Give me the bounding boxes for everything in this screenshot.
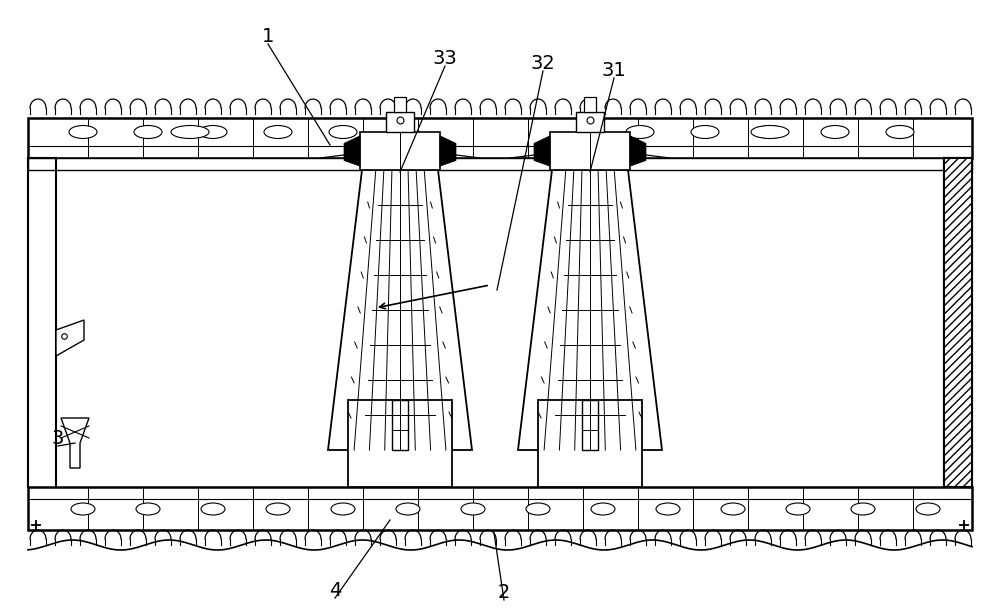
Ellipse shape — [691, 125, 719, 138]
Bar — [28, 158, 972, 170]
Ellipse shape — [171, 125, 209, 138]
Bar — [550, 132, 630, 170]
Bar — [28, 487, 972, 530]
Bar — [944, 158, 972, 487]
Polygon shape — [61, 418, 89, 468]
Polygon shape — [518, 170, 662, 450]
Polygon shape — [630, 136, 646, 166]
Ellipse shape — [821, 125, 849, 138]
Bar — [538, 400, 642, 487]
Ellipse shape — [591, 503, 615, 515]
Text: 3: 3 — [52, 429, 64, 448]
Bar — [584, 97, 596, 112]
Text: 2: 2 — [498, 582, 510, 601]
Bar — [394, 97, 406, 112]
Text: 33: 33 — [433, 49, 457, 68]
Text: 1: 1 — [262, 26, 274, 46]
Ellipse shape — [886, 125, 914, 138]
Ellipse shape — [199, 125, 227, 138]
Bar — [582, 400, 598, 450]
Ellipse shape — [266, 503, 290, 515]
Ellipse shape — [264, 125, 292, 138]
Ellipse shape — [136, 503, 160, 515]
Ellipse shape — [851, 503, 875, 515]
Ellipse shape — [721, 503, 745, 515]
Bar — [392, 400, 408, 450]
Text: 32: 32 — [531, 54, 555, 73]
Ellipse shape — [69, 125, 97, 138]
Bar — [944, 158, 972, 487]
Ellipse shape — [71, 503, 95, 515]
Ellipse shape — [626, 125, 654, 138]
Ellipse shape — [751, 125, 789, 138]
Polygon shape — [440, 136, 456, 166]
Text: 31: 31 — [602, 60, 626, 79]
Ellipse shape — [461, 503, 485, 515]
Ellipse shape — [526, 503, 550, 515]
Text: 4: 4 — [329, 581, 341, 600]
Bar — [576, 112, 604, 132]
Ellipse shape — [329, 125, 357, 138]
Ellipse shape — [331, 503, 355, 515]
Ellipse shape — [786, 503, 810, 515]
Polygon shape — [56, 320, 84, 356]
Bar — [348, 400, 452, 487]
Bar — [386, 112, 414, 132]
Ellipse shape — [916, 503, 940, 515]
Ellipse shape — [756, 125, 784, 138]
Ellipse shape — [656, 503, 680, 515]
Ellipse shape — [396, 503, 420, 515]
Polygon shape — [534, 136, 550, 166]
Bar — [360, 132, 440, 170]
Polygon shape — [328, 170, 472, 450]
Ellipse shape — [134, 125, 162, 138]
Polygon shape — [344, 136, 360, 166]
Bar — [28, 118, 972, 158]
Ellipse shape — [201, 503, 225, 515]
